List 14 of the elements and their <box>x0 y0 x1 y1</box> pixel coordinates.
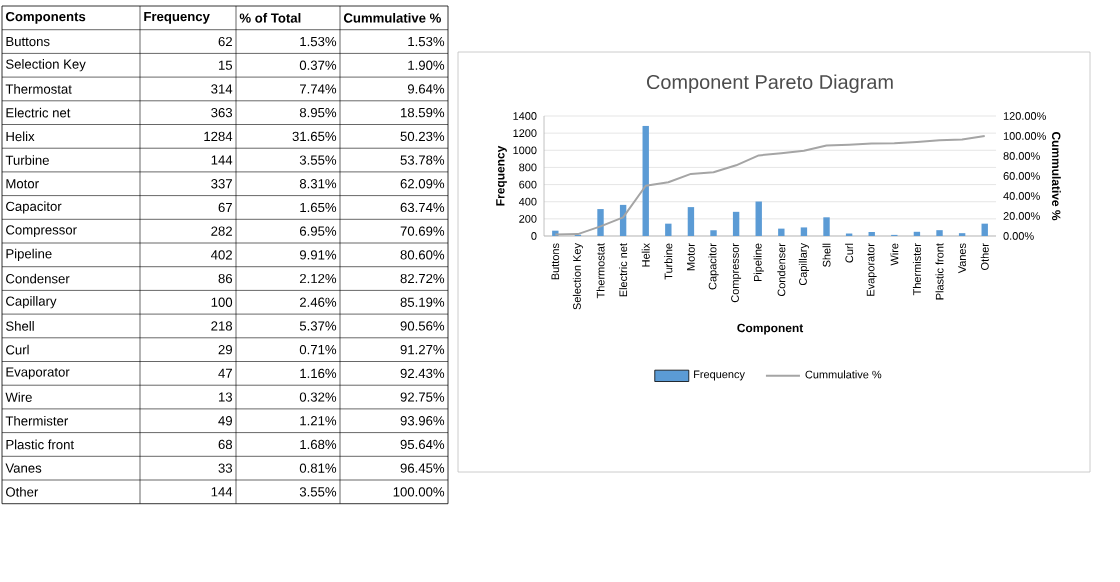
bar <box>755 201 762 236</box>
bar <box>597 209 604 236</box>
bar <box>823 217 830 236</box>
bar <box>981 223 988 236</box>
chart-title: Component Pareto Diagram <box>646 74 893 93</box>
bar <box>642 125 649 236</box>
bar <box>710 230 717 236</box>
bar <box>936 230 943 236</box>
bar <box>665 223 672 236</box>
bar <box>800 227 808 236</box>
bar <box>687 207 695 236</box>
bar <box>778 228 785 236</box>
line-series <box>554 134 986 236</box>
bar <box>732 211 740 236</box>
